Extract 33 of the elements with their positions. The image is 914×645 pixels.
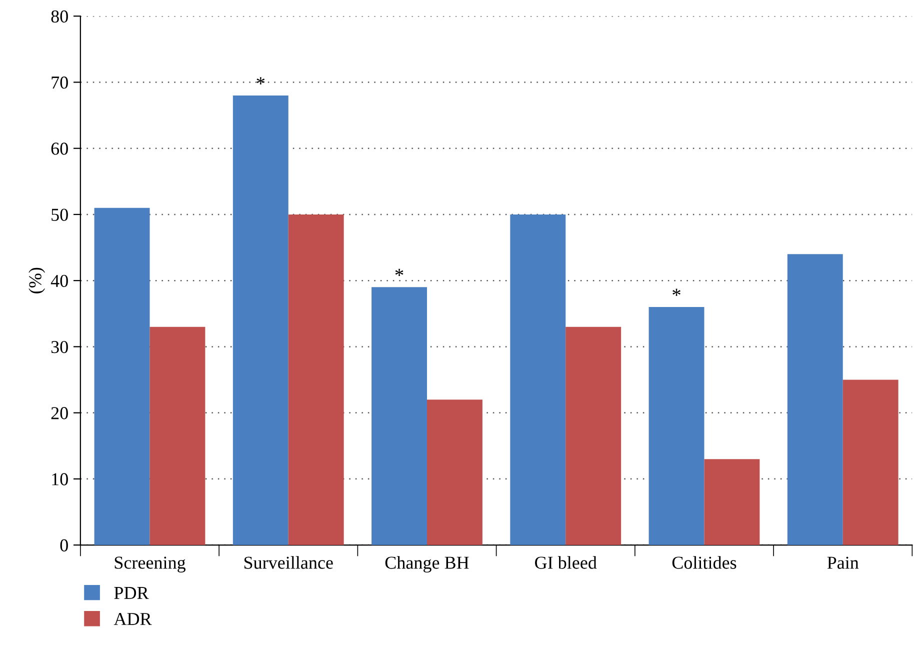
legend-label: ADR	[114, 612, 152, 625]
y-tick-label: 10	[52, 473, 68, 486]
x-tick-label: Screening	[114, 556, 186, 573]
y-tick-label: 30	[51, 340, 68, 354]
y-axis-title: (%)	[28, 268, 46, 294]
annotation: *	[672, 288, 680, 296]
bar	[426, 400, 482, 546]
x-tick-label: GI bleed	[535, 556, 597, 569]
bar	[150, 326, 206, 546]
y-tick-label: 0	[60, 539, 68, 552]
legend-label: PDR	[114, 587, 149, 599]
y-tick-label: 50	[52, 208, 68, 221]
y-tick-label: 20	[51, 407, 68, 420]
y-tick-label: 70	[52, 76, 68, 89]
x-tick-label: Colitides	[672, 556, 736, 569]
y-tick-label: 60	[51, 142, 68, 155]
bar	[787, 254, 843, 546]
x-tick-label: Surveillance	[244, 556, 333, 569]
bar	[510, 214, 566, 546]
x-tick-label: Change BH	[385, 556, 469, 573]
y-tick-label: 80	[51, 10, 68, 23]
annotation: *	[256, 77, 265, 84]
bar	[94, 208, 150, 546]
annotation: *	[395, 268, 404, 276]
bar	[232, 95, 288, 546]
bar	[842, 380, 898, 546]
y-tick-label: 40	[50, 274, 68, 288]
bar	[288, 214, 344, 546]
bar	[648, 307, 704, 546]
bar	[566, 326, 622, 546]
bar	[372, 287, 427, 546]
x-tick-label: Pain	[827, 556, 859, 569]
bar	[704, 459, 760, 546]
